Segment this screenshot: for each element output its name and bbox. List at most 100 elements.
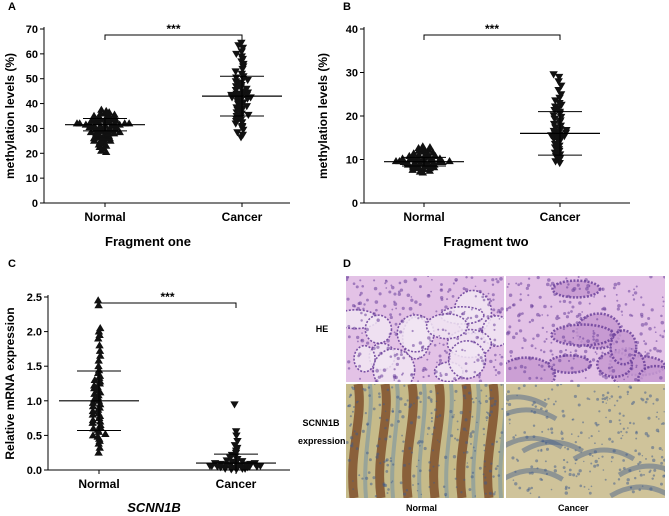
nucleus-dot (532, 337, 535, 341)
nucleus-dot (608, 437, 612, 441)
data-point-c-normal (94, 356, 103, 364)
nucleus-dot (466, 465, 469, 469)
nucleus-dot (468, 488, 472, 491)
nucleus-dot (655, 398, 659, 402)
nucleus-dot (465, 318, 468, 321)
nucleus-dot (397, 379, 401, 382)
nucleus-dot (611, 456, 614, 459)
nucleus-dot (463, 394, 466, 398)
nucleus-dot (488, 414, 491, 417)
nucleus-dot (492, 313, 496, 316)
nucleus-dot (483, 460, 486, 463)
nucleus-dot (438, 362, 442, 365)
nucleus-dot (423, 446, 427, 451)
nucleus-dot (389, 459, 393, 463)
nucleus-dot (441, 313, 444, 316)
nucleus-dot (478, 466, 482, 470)
nucleus-dot (474, 495, 477, 497)
nucleus-dot (560, 283, 562, 286)
significance-label: *** (160, 290, 174, 304)
nucleus-dot (621, 434, 624, 437)
nucleus-dot (656, 349, 660, 353)
nucleus-dot (467, 324, 470, 327)
nucleus-dot (346, 297, 350, 301)
nucleus-dot (500, 355, 504, 359)
nucleus-dot (552, 363, 556, 367)
nucleus-dot (361, 332, 363, 334)
nucleus-dot (639, 332, 643, 336)
nucleus-dot (477, 353, 480, 356)
nucleus-dot (464, 362, 468, 365)
nucleus-dot (471, 430, 475, 434)
nucleus-dot (567, 322, 571, 326)
nucleus-dot (464, 369, 468, 373)
data-point-a-cancer (238, 44, 248, 52)
nucleus-dot (511, 456, 515, 460)
nucleus-dot (403, 403, 407, 406)
nucleus-dot (484, 476, 487, 479)
nucleus-dot (649, 276, 653, 279)
nucleus-dot (456, 420, 459, 423)
data-point-c-cancer (250, 460, 260, 468)
nucleus-dot (355, 285, 359, 289)
nucleus-dot (646, 434, 650, 438)
nucleus-dot (464, 332, 467, 336)
nucleus-dot (369, 482, 373, 486)
nucleus-dot (601, 307, 604, 311)
tissue-background (506, 384, 665, 498)
nucleus-dot (633, 291, 638, 295)
nucleus-dot (475, 335, 479, 340)
nucleus-dot (347, 458, 351, 462)
nucleus-dot (500, 307, 504, 311)
nucleus-dot (388, 435, 392, 438)
nucleus-dot (634, 476, 637, 480)
nucleus-dot (655, 340, 658, 343)
nucleus-dot (438, 335, 441, 337)
nucleus-dot (599, 370, 603, 373)
nucleus-dot (530, 471, 534, 475)
nucleus-dot (484, 492, 487, 495)
nucleus-dot (388, 290, 392, 294)
nucleus-dot (545, 338, 548, 341)
nucleus-dot (372, 312, 376, 316)
nucleus-dot (393, 331, 396, 334)
nucleus-dot (490, 389, 493, 392)
nucleus-dot (644, 391, 647, 394)
nucleus-dot (592, 335, 595, 338)
nucleus-dot (469, 434, 473, 438)
nucleus-dot (590, 434, 593, 438)
nucleus-dot (393, 302, 398, 306)
nucleus-dot (372, 346, 376, 350)
nucleus-dot (662, 300, 665, 303)
nucleus-dot (584, 349, 588, 354)
nucleus-dot (389, 315, 393, 320)
nucleus-dot (418, 341, 423, 345)
nucleus-dot (461, 311, 466, 316)
nucleus-dot (493, 328, 496, 331)
nucleus-dot (557, 282, 560, 285)
nucleus-dot (396, 395, 400, 399)
data-point-c-normal (94, 362, 103, 370)
nucleus-dot (553, 293, 557, 297)
nucleus-dot (512, 436, 516, 439)
nucleus-dot (478, 379, 483, 382)
nucleus-dot (610, 460, 613, 463)
x-axis-label: Fragment one (105, 234, 191, 249)
nucleus-dot (571, 288, 575, 293)
nucleus-dot (350, 444, 352, 447)
nucleus-dot (385, 470, 389, 473)
nucleus-dot (562, 414, 566, 418)
nucleus-dot (662, 305, 664, 308)
nucleus-dot (541, 439, 545, 443)
nucleus-dot (640, 314, 644, 318)
nucleus-dot (643, 340, 646, 343)
nucleus-dot (471, 397, 474, 400)
x-tick-label: Normal (403, 210, 444, 224)
nucleus-dot (591, 455, 594, 457)
nucleus-dot (469, 411, 471, 413)
nucleus-dot (402, 440, 405, 443)
nucleus-dot (544, 460, 547, 463)
nucleus-dot (415, 465, 418, 468)
y-tick-label: 60 (26, 49, 38, 61)
nucleus-dot (413, 277, 417, 282)
